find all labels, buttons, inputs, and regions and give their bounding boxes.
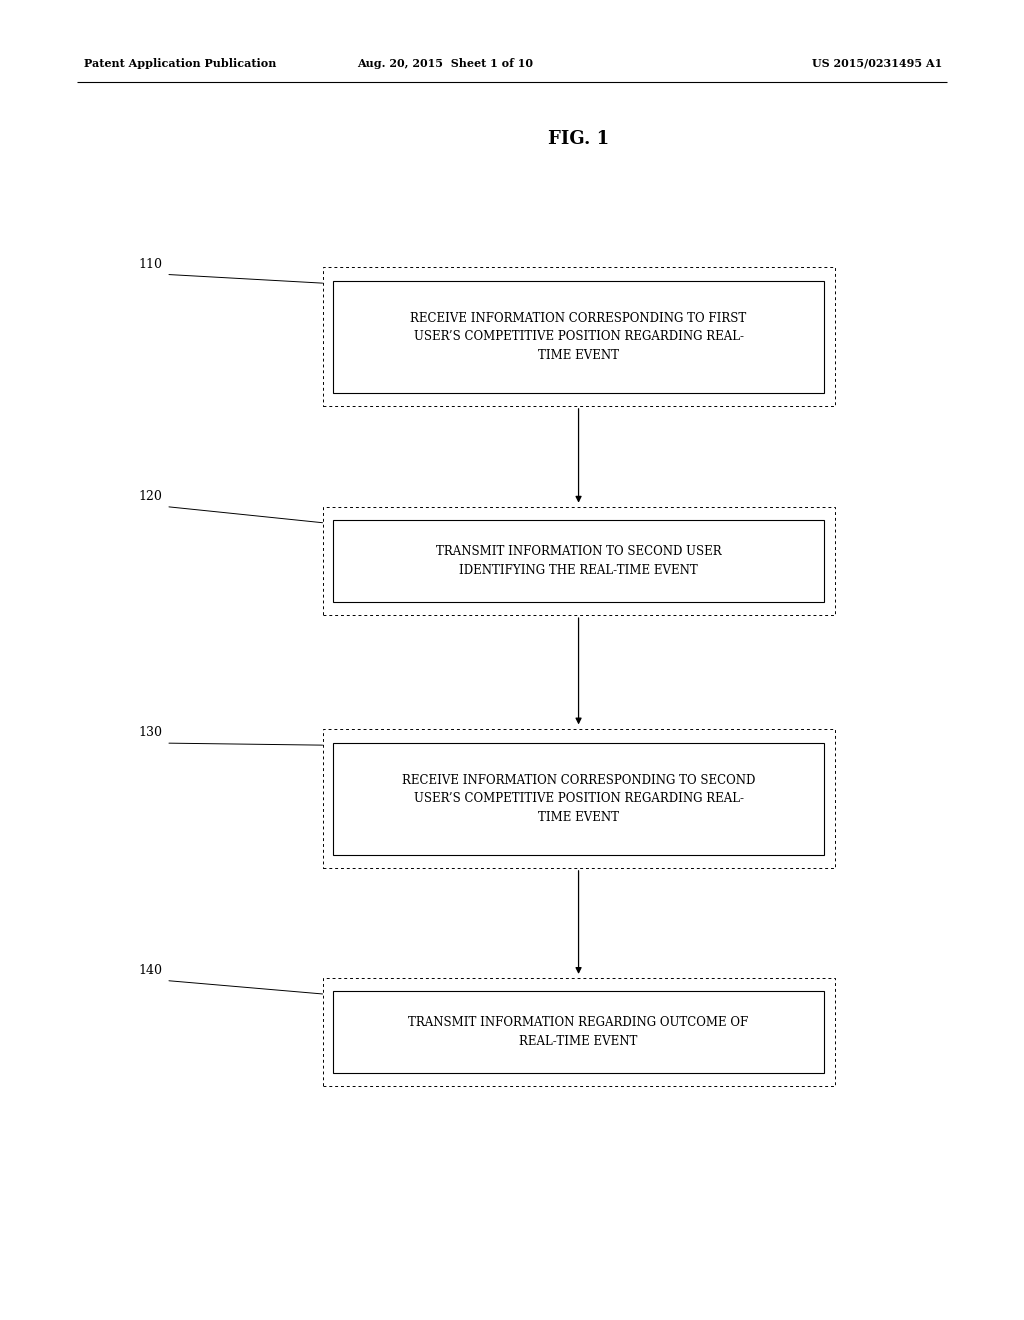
Text: RECEIVE INFORMATION CORRESPONDING TO FIRST
USER’S COMPETITIVE POSITION REGARDING: RECEIVE INFORMATION CORRESPONDING TO FIR… bbox=[411, 312, 746, 362]
Bar bbox=[323, 729, 835, 869]
Bar bbox=[323, 507, 835, 615]
Bar bbox=[333, 281, 824, 393]
Bar bbox=[333, 520, 824, 602]
Text: RECEIVE INFORMATION CORRESPONDING TO SECOND
USER’S COMPETITIVE POSITION REGARDIN: RECEIVE INFORMATION CORRESPONDING TO SEC… bbox=[401, 774, 756, 824]
Text: Aug. 20, 2015  Sheet 1 of 10: Aug. 20, 2015 Sheet 1 of 10 bbox=[357, 58, 534, 69]
Text: 120: 120 bbox=[138, 490, 162, 503]
Text: TRANSMIT INFORMATION TO SECOND USER
IDENTIFYING THE REAL-TIME EVENT: TRANSMIT INFORMATION TO SECOND USER IDEN… bbox=[436, 545, 721, 577]
Text: Patent Application Publication: Patent Application Publication bbox=[84, 58, 276, 69]
Text: TRANSMIT INFORMATION REGARDING OUTCOME OF
REAL-TIME EVENT: TRANSMIT INFORMATION REGARDING OUTCOME O… bbox=[409, 1016, 749, 1048]
Bar bbox=[333, 742, 824, 855]
Bar bbox=[333, 991, 824, 1073]
Bar bbox=[323, 978, 835, 1086]
Text: FIG. 1: FIG. 1 bbox=[548, 129, 609, 148]
Bar bbox=[323, 267, 835, 407]
Text: US 2015/0231495 A1: US 2015/0231495 A1 bbox=[812, 58, 942, 69]
Text: 130: 130 bbox=[138, 726, 162, 739]
Text: 140: 140 bbox=[138, 964, 162, 977]
Text: 110: 110 bbox=[138, 257, 162, 271]
